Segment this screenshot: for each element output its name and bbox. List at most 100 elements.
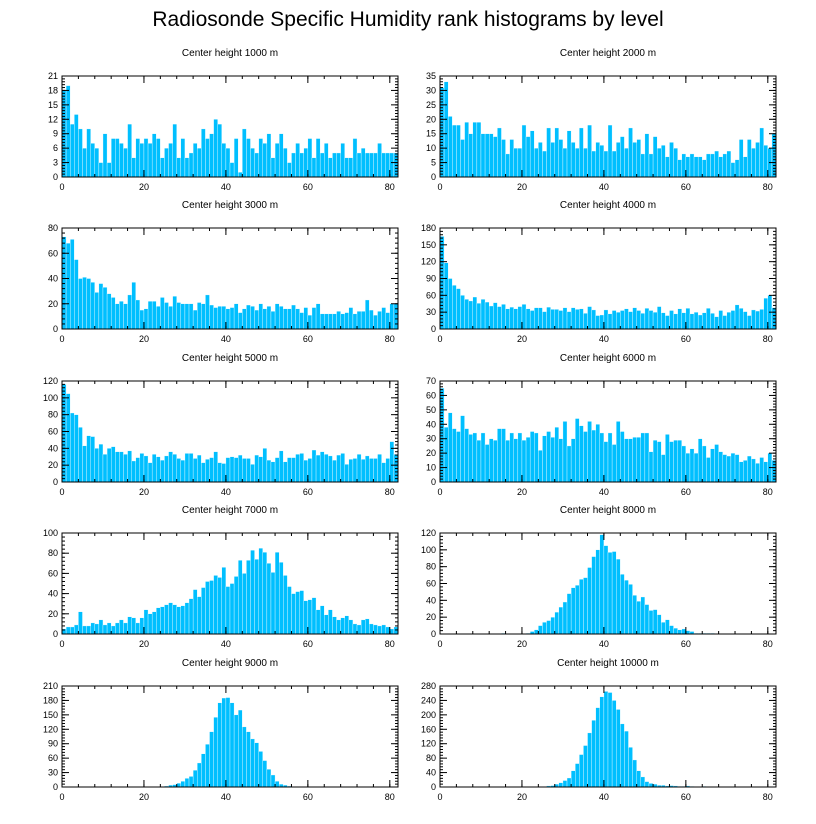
bar (336, 311, 341, 330)
bar (747, 315, 752, 330)
bar (480, 432, 486, 483)
bar (464, 428, 469, 483)
bar (319, 313, 325, 330)
bar (258, 751, 263, 788)
bar (718, 451, 723, 483)
bar (513, 147, 519, 178)
bar (344, 615, 350, 635)
bar (160, 606, 165, 635)
bar (484, 133, 490, 178)
bar (344, 312, 350, 330)
bar (180, 138, 186, 178)
bar (176, 606, 182, 635)
x-tick-label: 40 (599, 639, 609, 649)
bar (377, 625, 382, 635)
x-tick-label: 20 (139, 792, 149, 802)
bar (562, 307, 568, 330)
bar (468, 133, 473, 178)
bar (254, 742, 259, 788)
bar (554, 611, 560, 635)
bar (274, 303, 280, 330)
bar (702, 445, 707, 483)
bar (160, 157, 165, 178)
bar (213, 307, 218, 330)
bar (525, 308, 531, 330)
bar (213, 717, 218, 788)
bar (579, 308, 584, 330)
bar (702, 312, 707, 330)
bar (393, 626, 399, 635)
panel-9: Center height 9000 m 0 30 60 90 120 150 180 210 0… (43, 658, 399, 802)
bar (328, 157, 333, 178)
x-tick-label: 60 (681, 487, 691, 497)
bar (324, 454, 329, 483)
bar (324, 143, 329, 178)
y-tick-label: 80 (48, 223, 58, 233)
bar (172, 123, 177, 178)
bar (583, 431, 588, 483)
panel-title: Center height 6000 m (560, 353, 656, 364)
bar (607, 313, 613, 330)
bar (315, 454, 321, 483)
y-tick-label: 0 (431, 324, 436, 334)
bar (538, 142, 543, 178)
bar (517, 306, 523, 330)
y-tick-label: 40 (426, 419, 436, 429)
bar (246, 138, 251, 178)
bar (546, 306, 551, 330)
x-tick-label: 80 (763, 792, 773, 802)
bar (656, 614, 662, 635)
x-tick-label: 80 (385, 182, 395, 192)
bar (755, 463, 760, 483)
bar (484, 301, 490, 330)
bar (176, 782, 182, 788)
x-tick-label: 80 (385, 792, 395, 802)
bar (233, 576, 239, 635)
panel-6: Center height 6000 m 0 10 20 30 40 50 60 70 0 20 40… (426, 353, 777, 497)
bar (151, 133, 157, 178)
bar (389, 628, 395, 635)
bar (381, 462, 386, 483)
bar (151, 301, 157, 330)
bar (250, 464, 255, 483)
bar (102, 624, 108, 635)
bar (607, 552, 613, 635)
bar (759, 457, 764, 483)
bar (763, 461, 768, 483)
bar (311, 157, 317, 178)
bar (328, 455, 333, 483)
bar (562, 780, 568, 788)
bar (685, 630, 691, 635)
bar (677, 439, 682, 483)
bar (115, 622, 120, 635)
bar (706, 308, 711, 330)
bar (242, 573, 247, 635)
bar (180, 781, 186, 788)
y-tick-label: 25 (426, 100, 436, 110)
bar (550, 616, 555, 635)
bar (197, 762, 202, 788)
bar (669, 310, 674, 330)
bar (636, 770, 641, 788)
bar (369, 152, 374, 178)
bar (135, 457, 141, 483)
x-tick-label: 20 (139, 487, 149, 497)
y-tick-label: 180 (421, 223, 436, 233)
bar (632, 142, 637, 178)
bar (61, 384, 67, 483)
bar (184, 602, 190, 635)
bar (332, 459, 337, 483)
bar (221, 567, 227, 635)
bar (65, 242, 71, 330)
bar (591, 556, 596, 635)
bar (233, 303, 239, 330)
bar (381, 152, 386, 178)
bar (262, 448, 268, 483)
bar (229, 583, 235, 635)
panel-title: Center height 8000 m (560, 505, 656, 516)
bar (209, 457, 214, 483)
bar (197, 454, 202, 483)
bar (270, 572, 276, 635)
bar (369, 458, 374, 483)
y-tick-label: 30 (48, 768, 58, 778)
